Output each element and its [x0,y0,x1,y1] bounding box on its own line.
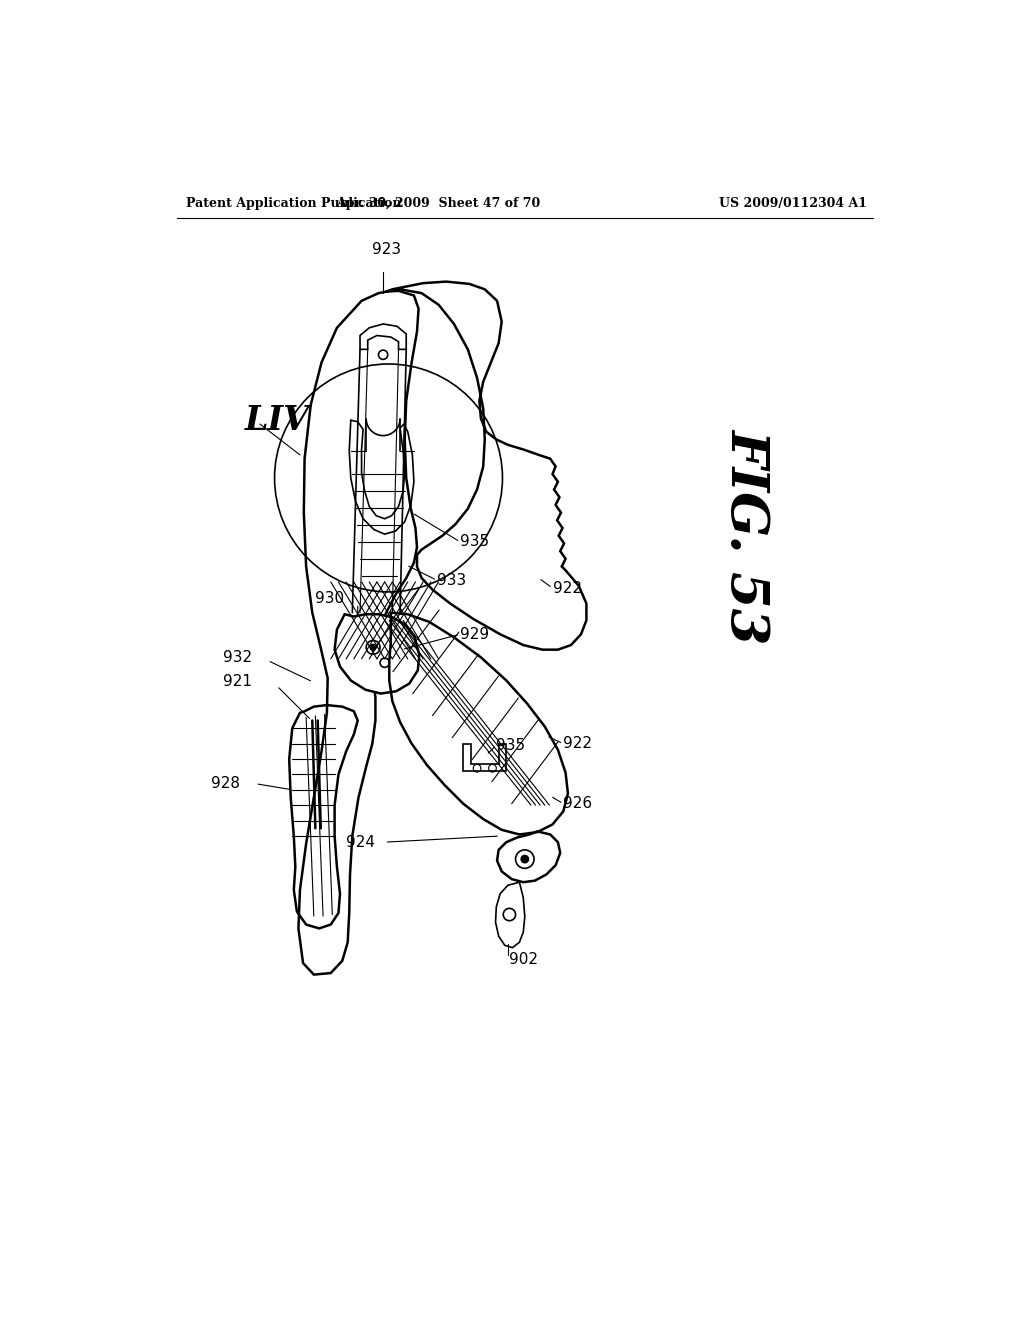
Circle shape [521,855,528,863]
Text: 921: 921 [223,675,252,689]
Text: 935: 935 [497,738,525,752]
Text: Patent Application Publication: Patent Application Publication [186,197,401,210]
Text: 926: 926 [563,796,593,812]
Text: 935: 935 [460,535,489,549]
Text: 922: 922 [553,581,582,595]
Text: 924: 924 [346,834,376,850]
Circle shape [370,644,376,651]
Text: 930: 930 [315,591,345,606]
Text: 933: 933 [437,573,466,587]
Polygon shape [335,614,419,693]
Text: 922: 922 [563,737,592,751]
Text: 902: 902 [509,952,539,966]
Text: FIG. 53: FIG. 53 [721,428,772,643]
Text: US 2009/0112304 A1: US 2009/0112304 A1 [719,197,866,210]
Text: 932: 932 [223,649,252,665]
Text: 928: 928 [211,776,240,791]
Text: 929: 929 [460,627,489,642]
Text: Apr. 30, 2009  Sheet 47 of 70: Apr. 30, 2009 Sheet 47 of 70 [337,197,541,210]
Text: 923: 923 [372,242,400,257]
Text: LIV: LIV [245,404,309,437]
